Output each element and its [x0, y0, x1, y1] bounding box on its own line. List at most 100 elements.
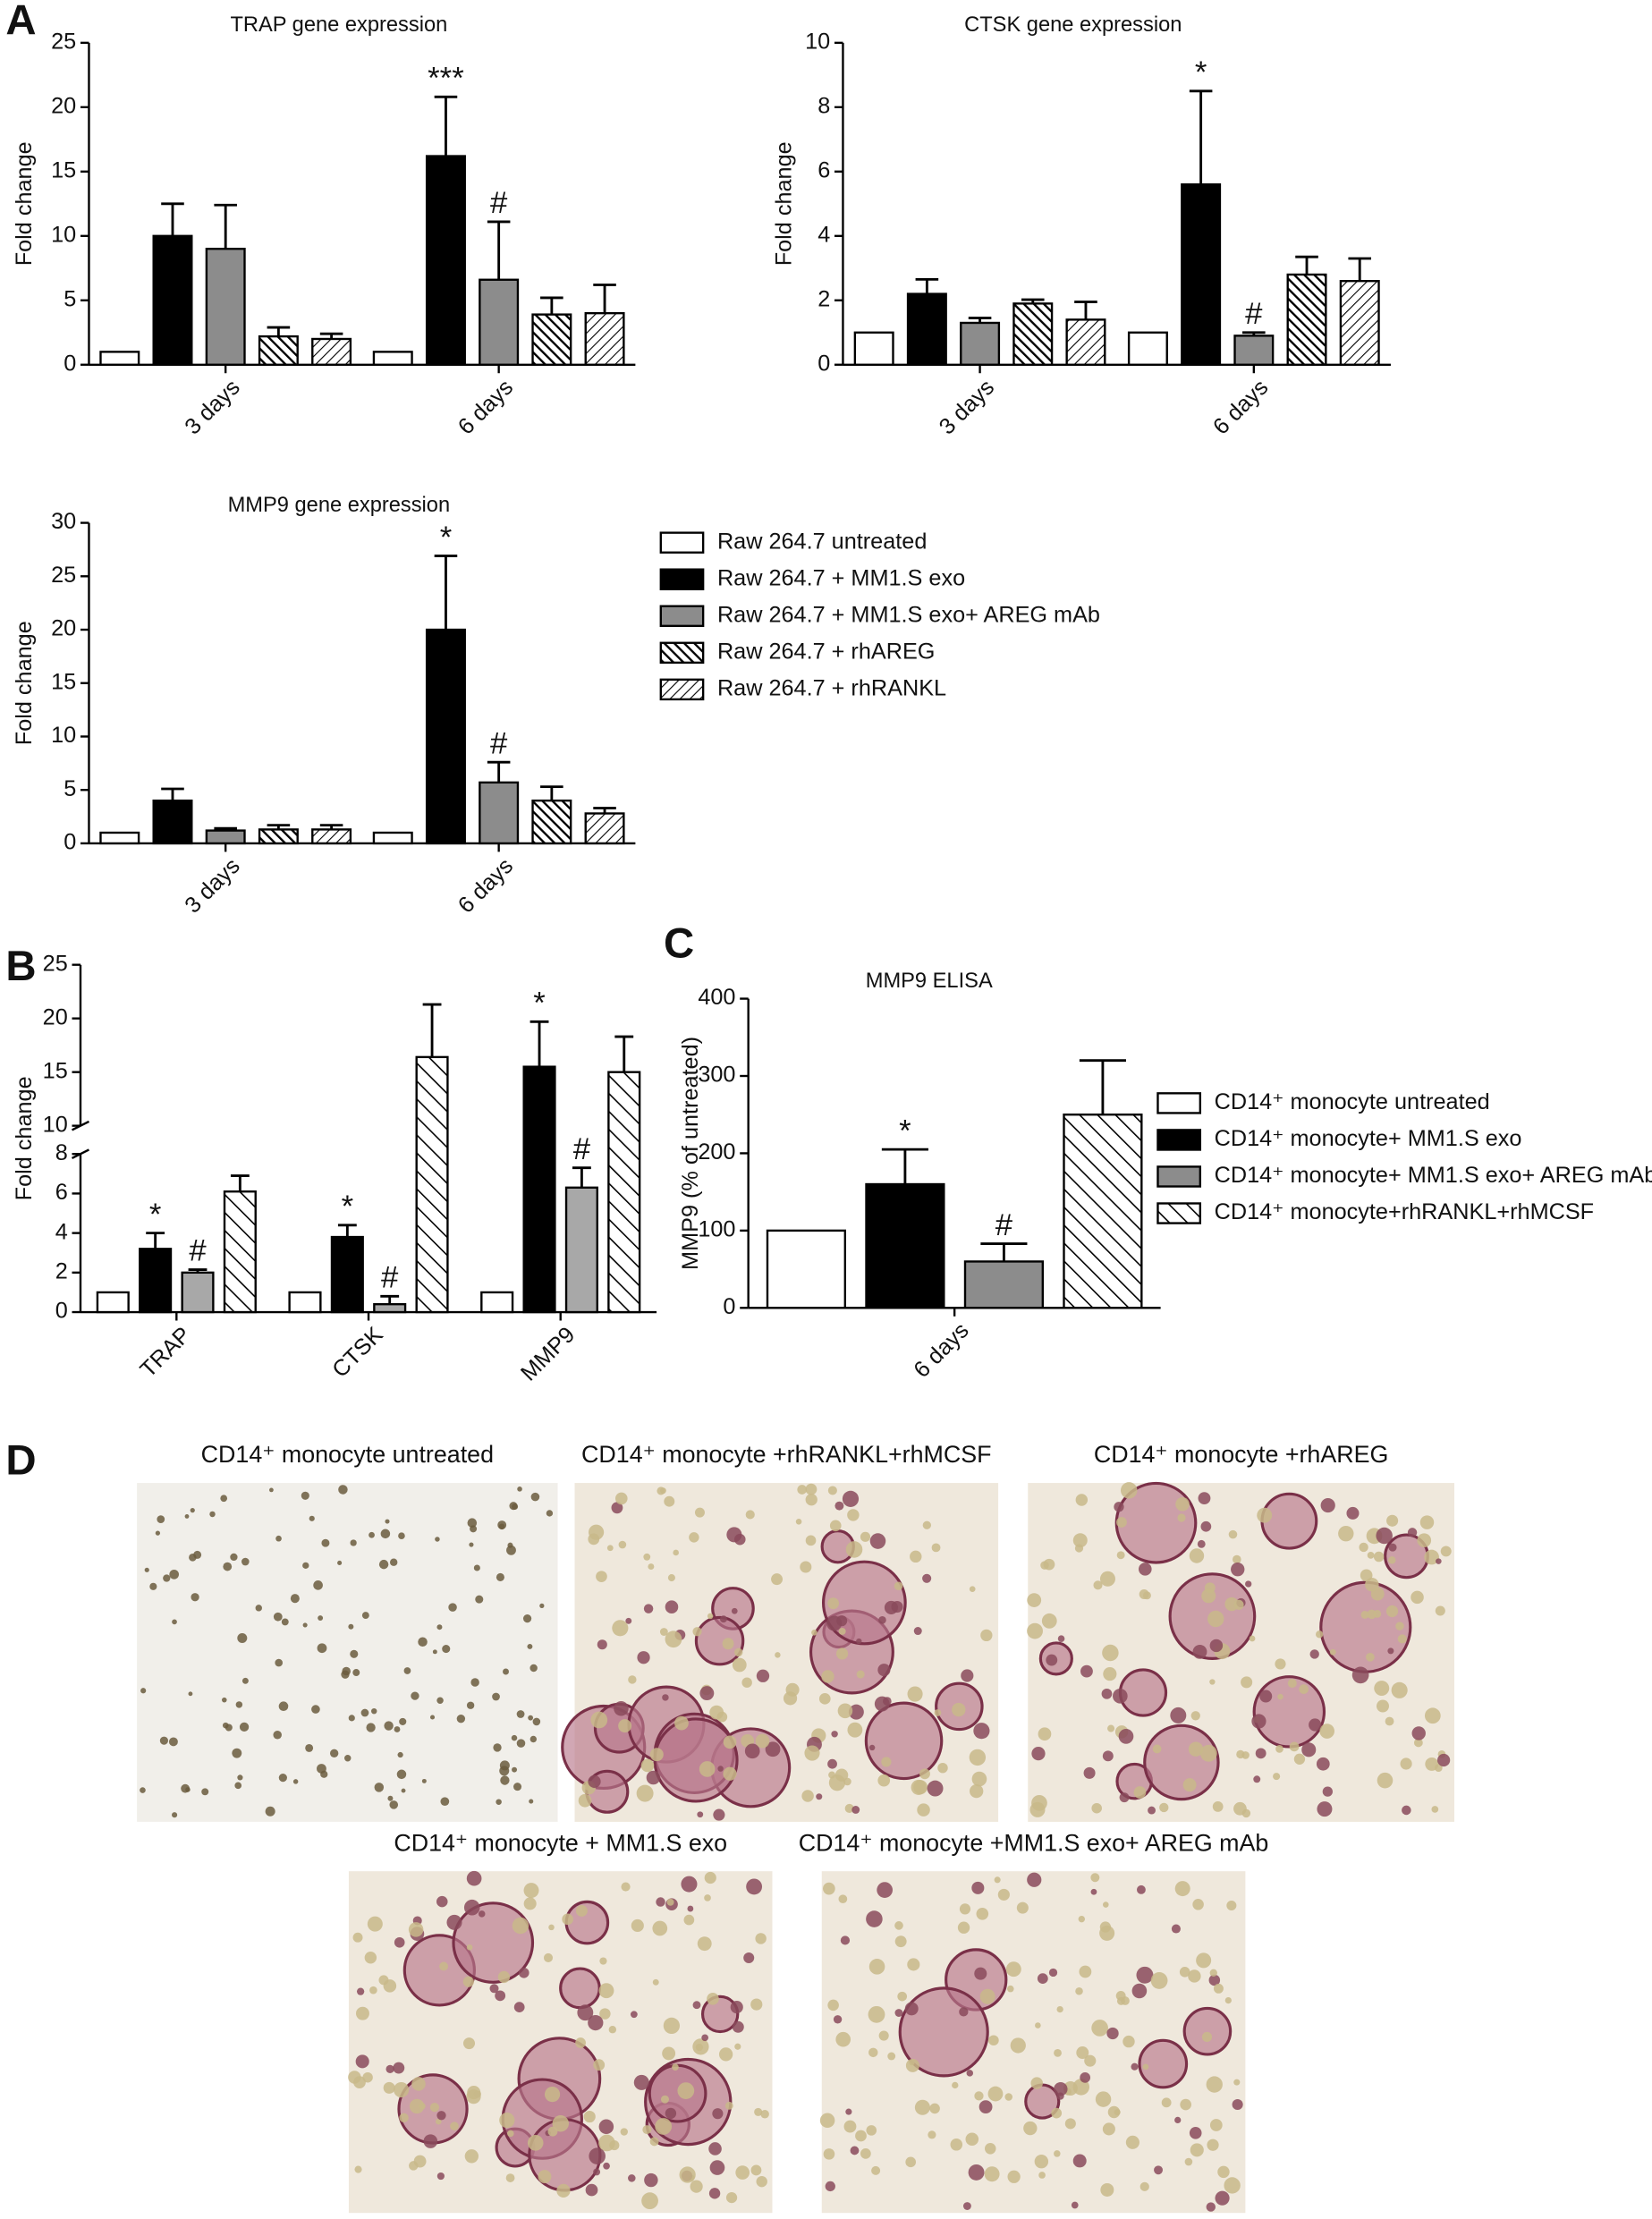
cell — [1257, 1507, 1273, 1523]
cell — [765, 1741, 781, 1757]
osteoclast — [653, 1717, 739, 1803]
bar — [152, 234, 193, 366]
y-axis-label: MMP9 (% of untreated) — [678, 1037, 703, 1270]
cell — [1316, 1630, 1324, 1639]
cell — [843, 2120, 857, 2133]
cell — [506, 1545, 516, 1555]
cell — [722, 1638, 734, 1650]
cell — [826, 1615, 843, 1631]
cell — [543, 1952, 554, 1962]
cell — [1102, 1644, 1119, 1662]
cell — [598, 2134, 615, 2152]
cell — [1232, 2098, 1243, 2111]
cell — [232, 1748, 242, 1758]
cell — [1182, 1778, 1197, 1792]
significance-mark: * — [149, 1198, 162, 1232]
micrograph — [137, 1483, 558, 1822]
cell — [394, 2081, 410, 2098]
bar — [373, 1303, 407, 1314]
cell — [878, 1616, 886, 1624]
cell — [1005, 1961, 1021, 1978]
cell — [1436, 1558, 1442, 1564]
cell — [979, 1988, 995, 2004]
cell — [421, 1778, 427, 1783]
cell — [599, 1957, 607, 1965]
cell — [1197, 1539, 1206, 1548]
cell — [1309, 1649, 1319, 1659]
cell — [1080, 1664, 1093, 1678]
cell — [513, 2002, 525, 2013]
significance-mark: # — [189, 1234, 207, 1268]
cell — [1309, 1718, 1322, 1732]
cell — [628, 2174, 636, 2182]
bar — [258, 828, 299, 845]
cell — [191, 1593, 199, 1602]
cell — [894, 1581, 903, 1591]
cell — [446, 1914, 462, 1930]
osteoclast — [1182, 2006, 1233, 2056]
cell — [848, 1704, 864, 1720]
cell — [432, 1649, 437, 1655]
cell — [222, 1722, 229, 1729]
cell — [523, 1897, 537, 1910]
cell — [1095, 2091, 1112, 2107]
error-bar — [881, 1148, 928, 1185]
cell — [838, 1894, 848, 1904]
error-bar — [915, 277, 939, 294]
cell — [1180, 2098, 1191, 2111]
cell — [681, 1876, 698, 1893]
cell — [1023, 2121, 1038, 2136]
error-bar — [230, 1174, 250, 1192]
cell — [418, 1637, 428, 1647]
cell — [922, 1520, 932, 1529]
cell — [707, 1993, 719, 2005]
cell — [760, 2109, 769, 2119]
cell — [1179, 1967, 1190, 1978]
cell — [723, 1766, 737, 1781]
cell — [837, 1703, 853, 1719]
bar — [1339, 280, 1380, 366]
micrograph-caption: CD14⁺ monocyte +MM1.S exo+ AREG mAb — [799, 1829, 1269, 1856]
error-bar — [214, 203, 237, 250]
cell — [408, 1922, 424, 1937]
cell — [589, 1524, 605, 1540]
y-tick-label: 8 — [818, 94, 830, 119]
cell — [544, 2087, 561, 2103]
cell — [797, 1485, 808, 1495]
cell — [683, 1914, 695, 1926]
x-tick-label: 6 days — [1208, 375, 1273, 439]
cell — [819, 2113, 835, 2129]
cell — [588, 2014, 604, 2031]
cell — [1192, 1644, 1207, 1659]
cell — [957, 1921, 970, 1934]
error-bar — [319, 332, 343, 339]
cell — [1102, 2122, 1115, 2136]
cell — [835, 1647, 849, 1660]
cell — [707, 1613, 714, 1620]
cell — [341, 1670, 350, 1679]
cell — [352, 1669, 360, 1676]
cell — [1041, 1613, 1057, 1629]
error-bar — [593, 807, 616, 814]
cell — [656, 1897, 665, 1907]
cell — [552, 2115, 570, 2132]
cell — [838, 1627, 846, 1635]
cell — [1435, 1605, 1445, 1616]
cell — [1006, 1985, 1014, 1993]
cell — [1106, 2027, 1119, 2040]
cell — [1387, 1647, 1394, 1655]
y-tick-label: 15 — [51, 669, 76, 694]
cell — [620, 2128, 628, 2136]
error-bar — [1348, 257, 1372, 282]
cell — [429, 2102, 440, 2113]
error-bar — [1074, 301, 1097, 320]
cell — [302, 1562, 309, 1569]
cell — [1215, 2190, 1230, 2206]
cell — [823, 2148, 835, 2160]
cell — [575, 1904, 588, 1917]
bar — [531, 313, 572, 366]
cell — [709, 2160, 725, 2175]
cell — [311, 1705, 320, 1714]
cell — [464, 2149, 479, 2164]
